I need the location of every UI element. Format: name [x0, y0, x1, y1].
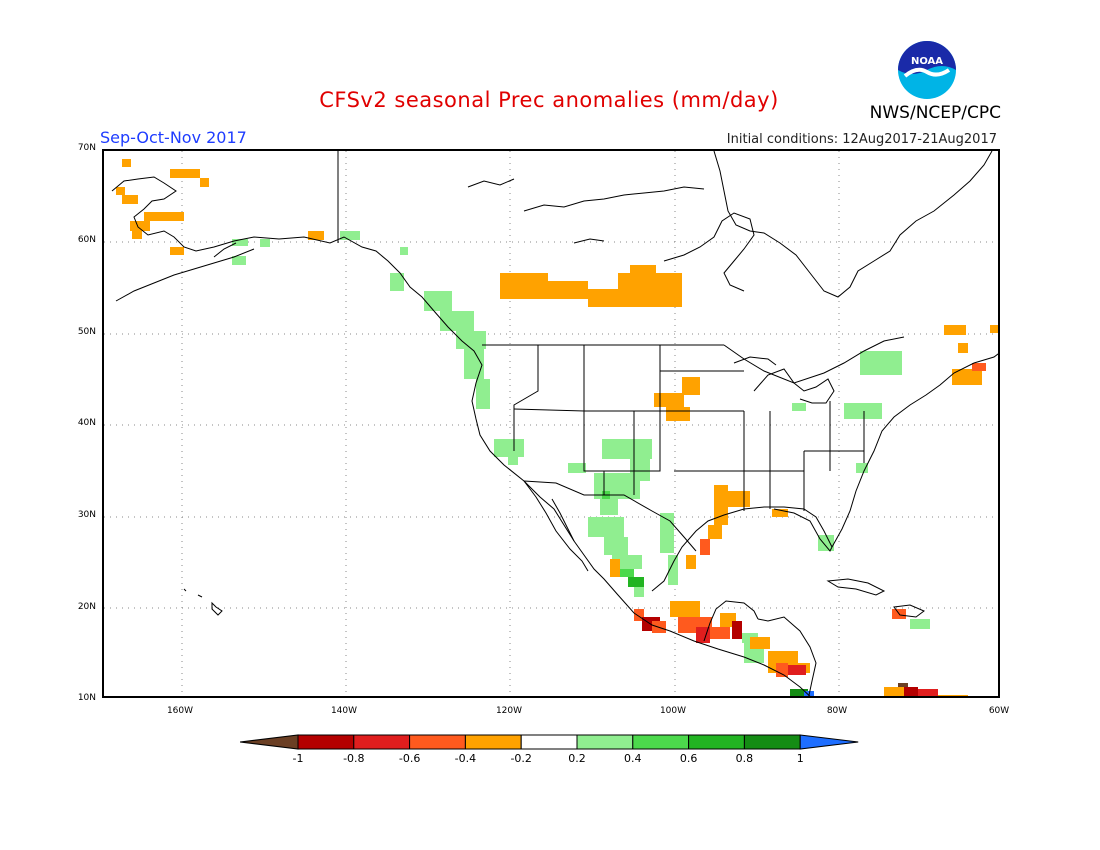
colorbar-cell	[632, 734, 690, 750]
colorbar-cell	[743, 734, 801, 750]
lat-label: 30N	[77, 510, 96, 520]
graticule	[104, 151, 998, 696]
colorbar-cell	[576, 734, 634, 750]
colorbar-cell	[297, 734, 355, 750]
colorbar-label: 0.4	[624, 752, 642, 765]
colorbar-cell	[688, 734, 745, 750]
colorbar-label: -0.8	[343, 752, 365, 765]
anomaly-patches	[116, 159, 998, 696]
logo-text: NOAA	[911, 56, 943, 67]
colorbar-label: 0.2	[568, 752, 586, 765]
lon-label: 140W	[330, 706, 358, 716]
lat-label: 70N	[77, 143, 96, 153]
lat-label: 60N	[77, 235, 96, 245]
colorbar-cell	[799, 734, 859, 750]
season-label: Sep-Oct-Nov 2017	[100, 128, 247, 147]
initial-conditions: Initial conditions: 12Aug2017-21Aug2017	[726, 132, 997, 147]
lat-label: 40N	[77, 418, 96, 428]
coastlines	[111, 151, 998, 696]
colorbar-cell	[353, 734, 411, 750]
colorbar-cell	[240, 734, 299, 750]
colorbar-label: -0.6	[398, 752, 421, 765]
colorbar-label: 1	[796, 752, 804, 765]
colorbar-label: -0.4	[454, 752, 477, 765]
map-panel	[102, 149, 1000, 698]
colorbar-cell	[520, 734, 578, 750]
lon-label: 80W	[826, 706, 848, 716]
colorbar	[240, 734, 859, 750]
colorbar-label: -0.2	[510, 752, 532, 765]
colorbar-label: 0.6	[679, 752, 698, 765]
lat-label: 50N	[77, 327, 96, 337]
colorbar-cell	[409, 734, 466, 750]
lon-label: 60W	[988, 706, 1010, 716]
agency-label: NWS/NCEP/CPC	[869, 103, 1001, 123]
chart-title: CFSv2 seasonal Prec anomalies (mm/day)	[319, 88, 779, 112]
lon-label: 120W	[495, 706, 523, 716]
colorbar-label: 0.8	[735, 752, 754, 765]
noaa-logo: NOAA	[898, 41, 956, 99]
colorbar-cell	[464, 734, 522, 750]
colorbar-label: -1	[292, 752, 304, 765]
lon-label: 160W	[166, 706, 194, 716]
lat-label: 20N	[77, 602, 96, 612]
lon-label: 100W	[659, 706, 687, 716]
political-borders	[337, 151, 905, 552]
lat-label: 10N	[77, 693, 96, 703]
map-canvas	[104, 151, 998, 696]
